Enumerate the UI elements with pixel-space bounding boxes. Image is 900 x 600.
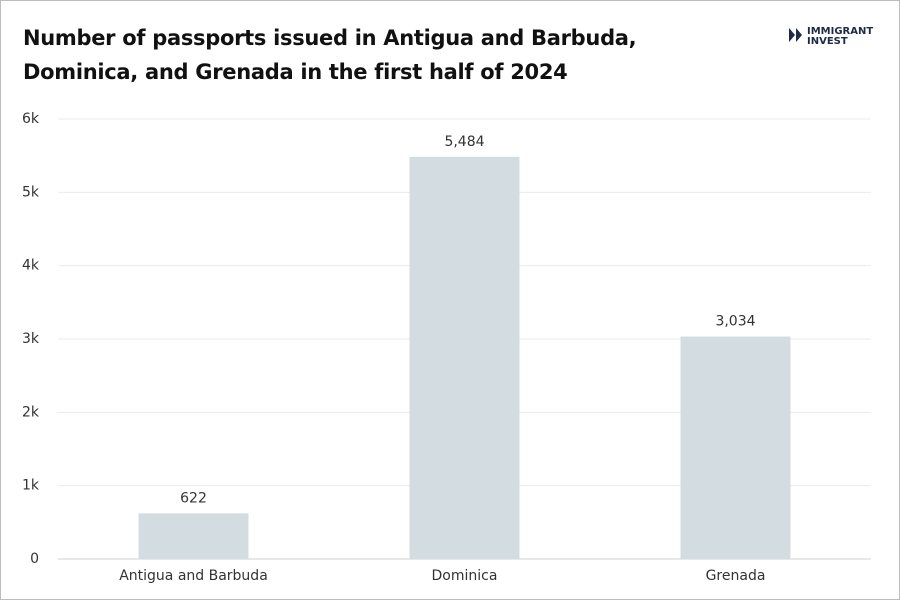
logo-icon: [789, 28, 802, 42]
y-tick-label: 4k: [22, 258, 40, 274]
value-label: 622: [180, 490, 207, 506]
x-tick-label: Grenada: [706, 568, 766, 584]
x-tick-label: Dominica: [432, 568, 498, 584]
chart-title: Number of passports issued in Antigua an…: [23, 26, 637, 84]
logo-text: IMMIGRANT: [807, 26, 873, 37]
y-tick-label: 5k: [22, 184, 40, 200]
y-tick-label: 1k: [22, 478, 40, 494]
bar: [409, 156, 520, 559]
bar: [138, 513, 249, 559]
y-tick-label: 0: [30, 551, 39, 567]
y-tick-label: 3k: [22, 331, 40, 347]
value-label: 3,034: [715, 314, 755, 330]
value-label: 5,484: [444, 134, 484, 150]
y-tick-label: 6k: [22, 111, 40, 127]
x-tick-label: Antigua and Barbuda: [119, 568, 268, 584]
bar: [680, 336, 791, 559]
y-tick-label: 2k: [22, 404, 40, 420]
logo-text: INVEST: [807, 36, 848, 47]
